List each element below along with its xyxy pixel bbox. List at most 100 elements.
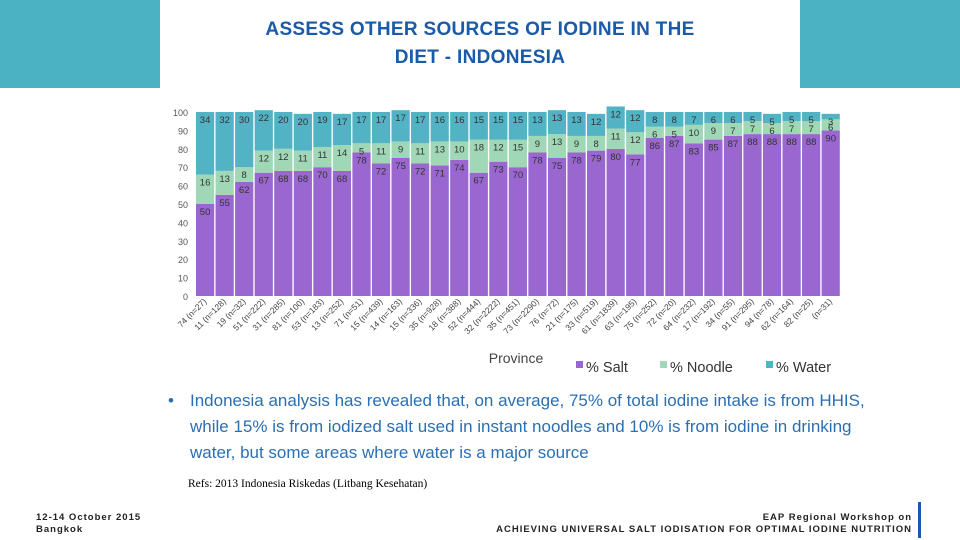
bar-salt	[313, 167, 332, 296]
bar-salt	[430, 165, 449, 296]
bar-noodle	[567, 135, 586, 153]
data-label-salt: 87	[669, 139, 680, 150]
data-label-water: 13	[571, 115, 582, 126]
bar-noodle	[313, 146, 332, 168]
data-label-noodle: 9	[535, 139, 540, 150]
data-label-noodle: 6	[828, 122, 833, 133]
bar-water	[645, 112, 664, 127]
data-label-salt: 71	[434, 168, 445, 179]
bar-noodle	[254, 150, 273, 173]
bar-water	[196, 112, 215, 175]
data-label-water: 6	[711, 115, 716, 126]
y-tick-label: 20	[178, 255, 188, 265]
bar-noodle	[469, 139, 488, 173]
data-label-noodle: 13	[219, 174, 230, 185]
data-label-water: 19	[317, 115, 328, 126]
bar-salt	[704, 139, 723, 296]
event-date: 12-14 October 2015 Bangkok	[36, 512, 142, 535]
bar-water	[684, 112, 703, 125]
data-label-noodle: 5	[672, 130, 677, 141]
data-label-water: 16	[434, 115, 445, 126]
data-label-noodle: 11	[317, 150, 327, 161]
bar-salt	[567, 152, 586, 296]
y-tick-label: 100	[173, 108, 188, 118]
y-tick-label: 70	[178, 163, 188, 173]
bar-water	[782, 112, 801, 122]
bar-salt	[665, 135, 684, 296]
data-label-water: 3	[828, 117, 833, 128]
bar-salt	[254, 172, 273, 296]
bar-water	[626, 110, 645, 133]
bar-noodle	[762, 123, 782, 135]
data-label-noodle: 13	[552, 137, 563, 148]
bar-noodle	[645, 126, 664, 138]
data-label-water: 17	[337, 117, 348, 128]
bar-noodle	[802, 121, 821, 135]
data-label-salt: 70	[513, 170, 524, 181]
data-label-water: 5	[769, 117, 774, 128]
bar-noodle	[332, 145, 352, 171]
data-label-water: 12	[591, 117, 602, 128]
data-label-water: 13	[552, 113, 563, 124]
bar-water	[215, 112, 234, 171]
data-label-water: 6	[730, 115, 735, 126]
data-label-noodle: 9	[711, 126, 716, 137]
data-label-noodle: 9	[398, 144, 403, 155]
bar-water	[821, 113, 840, 120]
bar-water	[547, 110, 567, 135]
data-label-noodle: 7	[730, 126, 735, 137]
data-label-noodle: 11	[298, 154, 308, 165]
bar-water	[411, 112, 430, 144]
data-label-salt: 87	[728, 139, 739, 150]
data-label-water: 17	[395, 113, 406, 124]
data-label-water: 22	[258, 113, 269, 124]
data-label-salt: 72	[376, 167, 387, 178]
data-label-noodle: 7	[809, 124, 814, 135]
data-label-noodle: 10	[689, 128, 700, 139]
slide-title: ASSESS OTHER SOURCES OF IODINE IN THE DI…	[265, 19, 695, 68]
data-label-salt: 88	[786, 137, 797, 148]
data-label-noodle: 18	[474, 143, 485, 154]
bar-water	[704, 112, 723, 124]
bar-water	[391, 110, 410, 142]
data-label-noodle: 8	[593, 139, 598, 150]
data-label-noodle: 12	[630, 135, 641, 146]
bar-water	[802, 112, 821, 122]
data-label-water: 17	[415, 115, 426, 126]
bar-noodle	[293, 150, 312, 171]
y-tick-label: 30	[178, 237, 188, 247]
bar-water	[352, 112, 371, 144]
bar-noodle	[684, 124, 703, 144]
data-label-salt: 88	[747, 137, 758, 148]
data-label-salt: 72	[415, 167, 426, 178]
data-label-salt: 68	[337, 174, 348, 185]
data-label-noodle: 10	[454, 144, 465, 155]
footer-accent-bar	[918, 502, 921, 538]
title-box: ASSESS OTHER SOURCES OF IODINE IN THE DI…	[160, 0, 800, 88]
bar-noodle	[743, 121, 762, 135]
data-label-water: 20	[298, 117, 309, 128]
data-label-noodle: 12	[258, 154, 269, 165]
bar-water	[743, 112, 762, 122]
data-label-noodle: 11	[415, 146, 425, 157]
bar-noodle	[235, 167, 254, 182]
bar-noodle	[665, 126, 684, 136]
data-label-noodle: 11	[376, 146, 386, 157]
data-label-salt: 78	[356, 155, 367, 166]
data-label-salt: 74	[454, 163, 465, 174]
bar-noodle	[352, 143, 371, 153]
data-label-salt: 73	[493, 165, 504, 176]
bar-salt	[723, 135, 743, 296]
data-label-water: 34	[200, 115, 211, 126]
bullet-point: • Indonesia analysis has revealed that, …	[168, 388, 888, 466]
data-label-salt: 90	[825, 133, 836, 144]
y-tick-label: 90	[178, 126, 188, 136]
header-band: ASSESS OTHER SOURCES OF IODINE IN THE DI…	[0, 0, 960, 88]
bar-salt	[802, 134, 821, 296]
references: Refs: 2013 Indonesia Riskedas (Litbang K…	[188, 478, 428, 490]
data-label-water: 7	[691, 115, 696, 126]
bar-salt	[782, 134, 801, 296]
bar-salt	[684, 143, 703, 296]
bar-noodle	[821, 119, 840, 131]
bar-salt	[411, 163, 430, 296]
